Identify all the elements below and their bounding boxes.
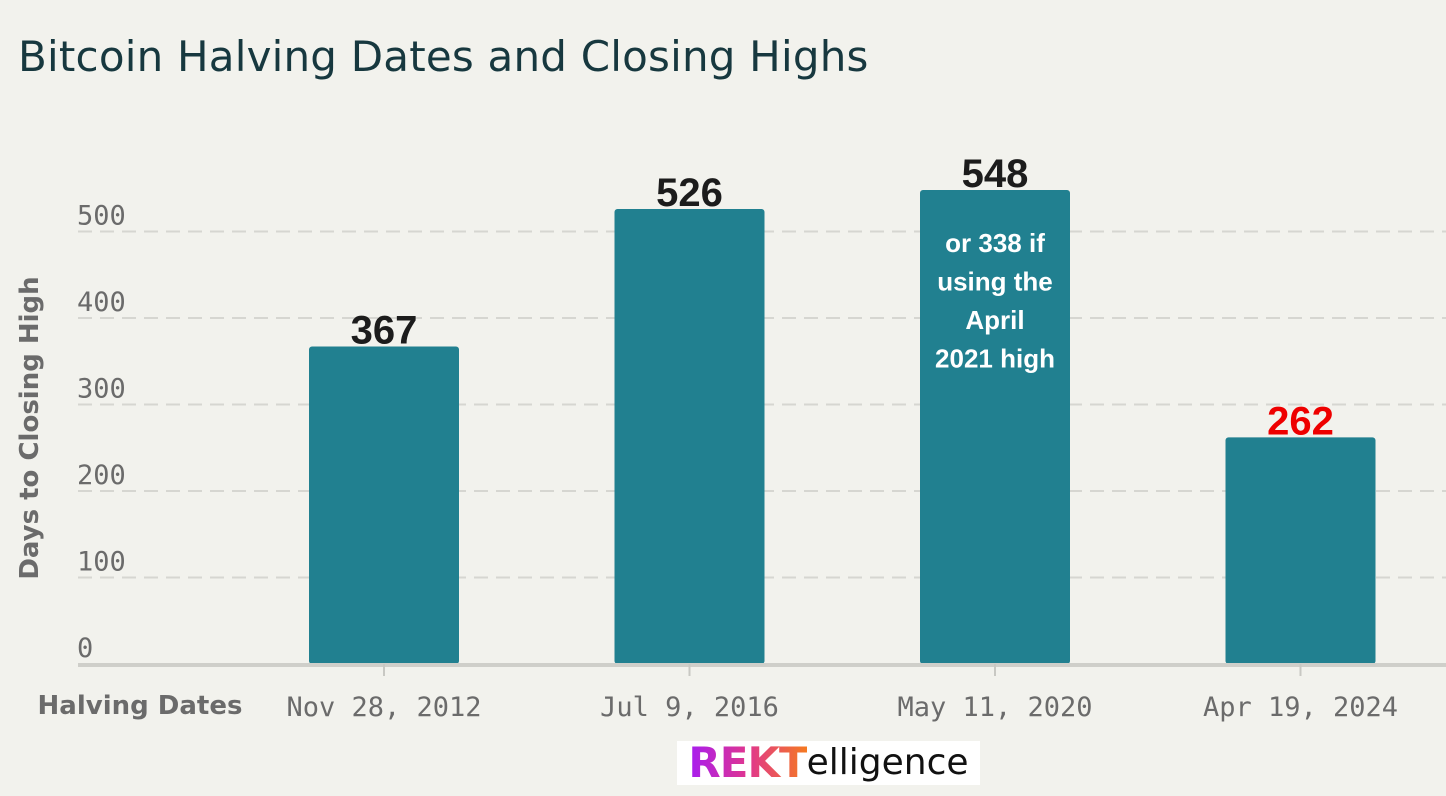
bar xyxy=(920,190,1070,664)
chart-title: Bitcoin Halving Dates and Closing Highs xyxy=(18,32,869,81)
bar-annotation: or 338 if using the April 2021 high xyxy=(935,228,1055,374)
y-tick-label: 400 xyxy=(77,287,126,318)
x-tick-label: Apr 19, 2024 xyxy=(1203,692,1398,723)
logo-elligence-text: elligence xyxy=(806,742,969,783)
data-label: 367 xyxy=(351,309,418,353)
y-tick-label: 0 xyxy=(77,633,93,664)
data-label: 262 xyxy=(1267,399,1334,443)
x-tick-label: Jul 9, 2016 xyxy=(600,692,779,723)
logo-rekt-text: REKT xyxy=(688,738,807,787)
data-label: 526 xyxy=(656,171,723,215)
bars xyxy=(309,190,1376,665)
bar xyxy=(1225,437,1376,664)
y-tick-label: 300 xyxy=(77,374,126,405)
rektelligence-logo: REKT elligence xyxy=(677,741,980,785)
y-tick-label: 500 xyxy=(77,201,126,232)
annotations: or 338 if using the April 2021 high xyxy=(935,228,1055,374)
y-tick-label: 200 xyxy=(77,460,126,491)
y-axis-label: Days to Closing High xyxy=(15,276,45,579)
bar xyxy=(614,209,765,665)
x-tick-label: Nov 28, 2012 xyxy=(286,692,481,723)
x-tick-label: May 11, 2020 xyxy=(897,692,1092,723)
y-tick-label: 100 xyxy=(77,547,126,578)
y-tick-labels: 0 100 200 300 400 500 xyxy=(77,201,126,664)
data-labels: 367 526 548 262 xyxy=(351,152,1334,443)
x-axis-label: Halving Dates xyxy=(38,691,243,721)
bar-chart: 0 100 200 300 400 500 Nov 28, 2012 Jul 9, 2016… xyxy=(15,152,1446,723)
bar xyxy=(309,346,459,664)
x-tick-labels: Nov 28, 2012 Jul 9, 2016 May 11, 2020 Apr 1… xyxy=(286,664,1398,723)
data-label: 548 xyxy=(962,152,1029,196)
